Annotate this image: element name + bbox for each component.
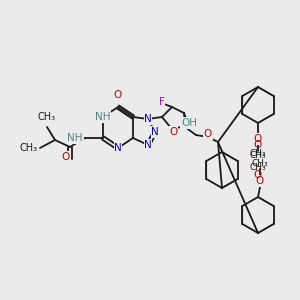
Text: CH₃: CH₃: [250, 148, 266, 158]
Text: CH₃: CH₃: [38, 112, 56, 122]
Text: N: N: [144, 114, 152, 124]
Text: F: F: [159, 97, 165, 107]
Text: N: N: [114, 143, 122, 153]
Text: N: N: [151, 127, 159, 137]
Text: NH: NH: [95, 112, 111, 122]
Text: CH₃: CH₃: [250, 163, 266, 172]
Text: O: O: [204, 129, 212, 139]
Text: N: N: [144, 140, 152, 150]
Text: O: O: [256, 176, 264, 186]
Text: NH: NH: [68, 133, 83, 143]
Text: O: O: [254, 140, 262, 150]
Text: CH₃: CH₃: [252, 160, 268, 169]
Text: CH₃: CH₃: [250, 152, 266, 160]
Text: OH: OH: [181, 118, 197, 128]
Text: O: O: [254, 134, 262, 144]
Text: CH₃: CH₃: [20, 143, 38, 153]
Text: O: O: [169, 127, 177, 137]
Text: O: O: [114, 90, 122, 100]
Text: O: O: [62, 152, 70, 162]
Text: O: O: [254, 170, 262, 180]
